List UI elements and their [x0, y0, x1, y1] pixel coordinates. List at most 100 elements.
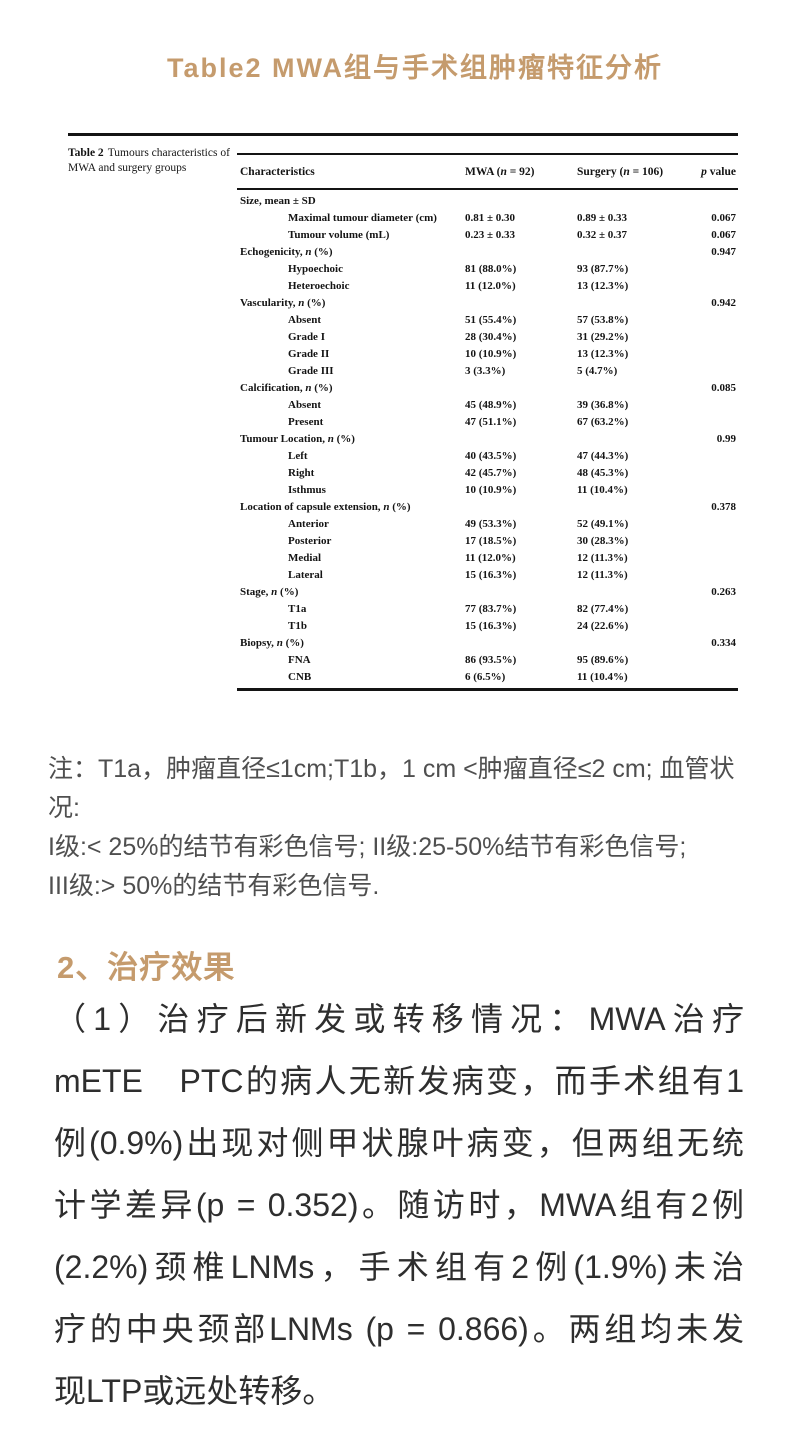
paragraph-line: 疗的中央颈部LNMs (p = 0.866)。两组均未发	[54, 1311, 744, 1347]
paragraph-line: 计学差异(p = 0.352)。随访时，MWA组有2例	[54, 1187, 744, 1223]
table-cell: CNB	[288, 670, 312, 683]
table2-figure: Table 2 Tumours characteristics of MWA an…	[65, 133, 738, 691]
table-row: Anterior 49 (53.3%) 52 (49.1%)	[237, 515, 738, 532]
table-cell: FNA	[288, 653, 311, 666]
table-cell: 93 (87.7%)	[577, 262, 629, 275]
table-cell: 95 (89.6%)	[577, 653, 629, 666]
table-cell: 57 (53.8%)	[577, 313, 629, 326]
table-cell: 40 (43.5%)	[465, 449, 517, 462]
table-row: Absent 51 (55.4%) 57 (53.8%)	[237, 311, 738, 328]
table-row: Location of capsule extension, n (%) 0.37…	[237, 498, 738, 515]
table-cell: 24 (22.6%)	[577, 619, 629, 632]
table-cell: 17 (18.5%)	[465, 534, 517, 547]
table-cell: 0.067	[711, 211, 736, 224]
table-cell: 5 (4.7%)	[577, 364, 618, 377]
table-row: Isthmus 10 (10.9%) 11 (10.4%)	[237, 481, 738, 498]
paragraph-line: 例(0.9%)出现对侧甲状腺叶病变，但两组无统	[54, 1125, 744, 1161]
table-row: Left 40 (43.5%) 47 (44.3%)	[237, 447, 738, 464]
table-cell: Location of capsule extension, n (%)	[240, 500, 411, 513]
table-cell: 3 (3.3%)	[465, 364, 506, 377]
table-cell: 13 (12.3%)	[577, 347, 629, 360]
table-cell: 0.067	[711, 228, 736, 241]
table-cell: 30 (28.3%)	[577, 534, 629, 547]
paragraph-line: （1）治疗后新发或转移情况：MWA治疗	[54, 1001, 744, 1037]
section-heading: 2、治疗效果	[57, 950, 236, 985]
table-caption-text: Tumours characteristics of MWA and surge…	[68, 147, 230, 174]
table-row: Medial 11 (12.0%) 12 (11.3%)	[237, 549, 738, 566]
table-cell: Isthmus	[288, 483, 326, 496]
table-cell: 52 (49.1%)	[577, 517, 629, 530]
table-cell: Right	[288, 466, 315, 479]
table-cell: Vascularity, n (%)	[240, 296, 326, 309]
table-cell: Tumour Location, n (%)	[240, 432, 355, 445]
paragraph-line: 现LTP或远处转移。	[54, 1373, 335, 1409]
table-cell: 47 (44.3%)	[577, 449, 629, 462]
table-cell: Left	[288, 449, 308, 462]
table-row: Calcification, n (%) 0.085	[237, 379, 738, 396]
table-row: Tumour volume (mL) 0.23 ± 0.33 0.32 ± 0.37…	[237, 226, 738, 243]
table-cell: 82 (77.4%)	[577, 602, 629, 615]
table-cell: 0.334	[711, 636, 736, 649]
table-cell: 67 (63.2%)	[577, 415, 629, 428]
table-row: Posterior 17 (18.5%) 30 (28.3%)	[237, 532, 738, 549]
table-cell: 11 (10.4%)	[577, 670, 628, 683]
table-cell: 0.378	[711, 500, 736, 513]
table-cell: 39 (36.8%)	[577, 398, 629, 411]
table-row: T1a 77 (83.7%) 82 (77.4%)	[237, 600, 738, 617]
column-header: Characteristics	[240, 165, 315, 178]
column-header: p value	[701, 165, 736, 178]
table-cell: 86 (93.5%)	[465, 653, 517, 666]
table-cell: Lateral	[288, 568, 323, 581]
table-cell: Present	[288, 415, 324, 428]
table-cell: 12 (11.3%)	[577, 568, 628, 581]
table-row: Echogenicity, n (%) 0.947	[237, 243, 738, 260]
table-cell: 10 (10.9%)	[465, 347, 517, 360]
table-header-row: Characteristics MWA (n = 92) Surgery (n = …	[237, 153, 738, 190]
table-cell: 13 (12.3%)	[577, 279, 629, 292]
table-cell: 15 (16.3%)	[465, 568, 517, 581]
table-caption: Table 2 Tumours characteristics of MWA an…	[68, 146, 236, 176]
table-cell: 0.81 ± 0.30	[465, 211, 516, 224]
table-cell: 0.89 ± 0.33	[577, 211, 628, 224]
table-cell: Biopsy, n (%)	[240, 636, 304, 649]
table-row: Biopsy, n (%) 0.334	[237, 634, 738, 651]
table-row: Present 47 (51.1%) 67 (63.2%)	[237, 413, 738, 430]
tumour-characteristics-table: Characteristics MWA (n = 92) Surgery (n = …	[237, 153, 738, 691]
table-cell: 0.32 ± 0.37	[577, 228, 628, 241]
table-cell: 6 (6.5%)	[465, 670, 506, 683]
table-row: Grade II 10 (10.9%) 13 (12.3%)	[237, 345, 738, 362]
table-cell: 0.085	[711, 381, 736, 394]
table-row: Tumour Location, n (%) 0.99	[237, 430, 738, 447]
table-cell: Echogenicity, n (%)	[240, 245, 333, 258]
table-row: Grade III 3 (3.3%) 5 (4.7%)	[237, 362, 738, 379]
table-cell: Absent	[288, 398, 322, 411]
table-row: Maximal tumour diameter (cm) 0.81 ± 0.30 0…	[237, 209, 738, 226]
table-cell: 42 (45.7%)	[465, 466, 517, 479]
table-row: Grade I 28 (30.4%) 31 (29.2%)	[237, 328, 738, 345]
table-cell: Medial	[288, 551, 321, 564]
table-cell: 45 (48.9%)	[465, 398, 517, 411]
table-cell: 28 (30.4%)	[465, 330, 517, 343]
table-row: Heteroechoic 11 (12.0%) 13 (12.3%)	[237, 277, 738, 294]
table-cell: 0.947	[711, 245, 736, 258]
table-cell: 0.23 ± 0.33	[465, 228, 516, 241]
table-cell: 11 (10.4%)	[577, 483, 628, 496]
table-cell: 15 (16.3%)	[465, 619, 517, 632]
table-cell: 10 (10.9%)	[465, 483, 517, 496]
table-cell: Grade I	[288, 330, 325, 343]
table-cell: 31 (29.2%)	[577, 330, 629, 343]
table-cell: Stage, n (%)	[240, 585, 299, 598]
table-row: Vascularity, n (%) 0.942	[237, 294, 738, 311]
table-cell: 11 (12.0%)	[465, 551, 516, 564]
table-cell: 48 (45.3%)	[577, 466, 629, 479]
table-row: Hypoechoic 81 (88.0%) 93 (87.7%)	[237, 260, 738, 277]
figure-top-rule	[68, 133, 738, 136]
table-cell: 0.263	[711, 585, 736, 598]
paragraph-line: mETE PTC的病人无新发病变，而手术组有1	[54, 1063, 744, 1099]
table-cell: Calcification, n (%)	[240, 381, 333, 394]
table-cell: 77 (83.7%)	[465, 602, 517, 615]
table-cell: Tumour volume (mL)	[288, 228, 390, 241]
table-cell: Hypoechoic	[288, 262, 343, 275]
table-row: Stage, n (%) 0.263	[237, 583, 738, 600]
table-row: Size, mean ± SD	[237, 192, 738, 209]
